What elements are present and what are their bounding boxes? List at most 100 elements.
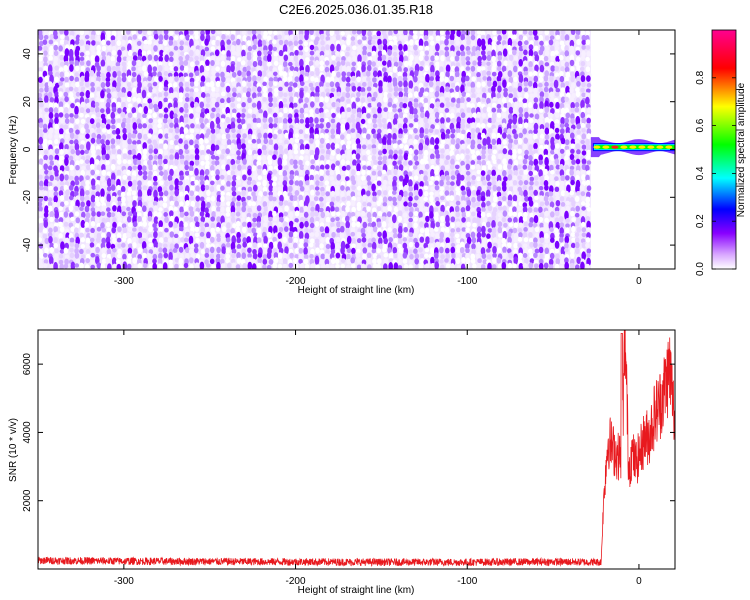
heatmap-cell (350, 257, 356, 264)
heatmap-cell (430, 40, 435, 46)
heatmap-cell (324, 96, 329, 103)
heatmap-cell (523, 237, 529, 243)
heatmap-cell (461, 76, 466, 84)
heatmap-cell (471, 154, 477, 160)
heatmap-cell (122, 65, 127, 73)
heatmap-cell (470, 65, 476, 72)
heatmap-cell (246, 195, 252, 201)
heatmap-cell (388, 217, 394, 224)
heatmap-cell (190, 123, 195, 129)
heatmap-cell (241, 30, 247, 36)
heatmap-cell (204, 259, 209, 265)
heatmap-cell (206, 201, 211, 209)
heatmap-cell (475, 163, 481, 170)
heatmap-cell (508, 54, 514, 62)
heatmap-cell (350, 40, 356, 47)
heatmap-cell (341, 175, 346, 182)
heatmap-cell (172, 40, 178, 48)
heatmap-cell (73, 134, 79, 140)
heatmap-cell (524, 111, 529, 119)
heatmap-cell (111, 154, 116, 161)
heatmap-cell (527, 101, 533, 109)
heatmap-cell (69, 139, 74, 145)
heatmap-cell (315, 242, 320, 249)
heatmap-cell (194, 60, 200, 66)
heatmap-cell (455, 211, 461, 218)
heatmap-cell (120, 185, 126, 193)
heatmap-cell (466, 39, 471, 46)
heatmap-cell (450, 56, 455, 62)
heatmap-cell (174, 117, 179, 125)
spectrogram-x-tick-label: -100 (457, 276, 477, 287)
heatmap-cell (382, 81, 388, 88)
heatmap-cell (126, 107, 131, 113)
heatmap-cell (91, 185, 96, 190)
heatmap-cell (502, 132, 507, 139)
heatmap-cell (262, 264, 267, 269)
heatmap-cell (247, 168, 252, 176)
heatmap-cell (101, 253, 107, 259)
snr-y-tick-label: 2000 (22, 489, 33, 512)
heatmap-cell (408, 147, 414, 155)
heatmap-cell (53, 159, 59, 165)
heatmap-cell (48, 127, 54, 134)
heatmap-cell (581, 144, 587, 150)
heatmap-cell (383, 253, 389, 258)
heatmap-cell (195, 124, 201, 130)
heatmap-cell (383, 263, 388, 269)
heatmap-cell (106, 71, 111, 79)
heatmap-cell (84, 75, 90, 83)
heatmap-cell (518, 101, 523, 108)
heatmap-cell (122, 249, 127, 255)
heatmap-cell (127, 144, 133, 151)
heatmap-cell (439, 222, 445, 227)
heatmap-cell (554, 122, 559, 129)
heatmap-cell (236, 86, 242, 92)
heatmap-cell (403, 184, 409, 191)
heatmap-cell (310, 76, 315, 82)
heatmap-cell (141, 50, 147, 56)
heatmap-cell (190, 243, 195, 249)
heatmap-cell (481, 113, 487, 118)
heatmap-cell (439, 190, 444, 196)
heatmap-cell (299, 123, 304, 130)
heatmap-cell (570, 30, 576, 36)
heatmap-cell (388, 154, 393, 160)
heatmap-cell (351, 237, 357, 245)
heatmap-cell (585, 39, 591, 46)
heatmap-cell (169, 231, 175, 238)
heatmap-cell (215, 36, 221, 41)
heatmap-cell (398, 259, 403, 264)
heatmap-cell (331, 226, 336, 233)
heatmap-cell (226, 175, 232, 182)
heatmap-cell (47, 81, 53, 88)
heatmap-cell (324, 253, 330, 260)
heatmap-cell (387, 174, 393, 181)
heatmap-cell (524, 40, 529, 46)
heatmap-cell (90, 169, 95, 176)
heatmap-cell (194, 201, 200, 208)
heatmap-cell (252, 75, 257, 83)
heatmap-cell (205, 243, 211, 248)
heatmap-cell (586, 227, 591, 232)
heatmap-cell (522, 164, 528, 170)
heatmap-cell (121, 242, 126, 248)
heatmap-cell (168, 262, 173, 269)
heatmap-cell (434, 180, 439, 186)
heatmap-cell (429, 195, 434, 203)
heatmap-cell (549, 174, 554, 181)
heatmap-cell (116, 85, 121, 93)
heatmap-cell (38, 61, 43, 68)
heatmap-cell (491, 202, 497, 208)
heatmap-cell (320, 186, 325, 192)
heatmap-cell (215, 60, 220, 66)
heatmap-cell (183, 262, 189, 269)
heatmap-cell (425, 73, 430, 84)
heatmap-cell (64, 71, 70, 78)
heatmap-cell (341, 144, 347, 151)
heatmap-cell (402, 258, 408, 264)
heatmap-cell (315, 264, 320, 269)
heatmap-cell (189, 67, 194, 73)
heatmap-cell (105, 139, 110, 146)
heatmap-cell (54, 148, 60, 155)
